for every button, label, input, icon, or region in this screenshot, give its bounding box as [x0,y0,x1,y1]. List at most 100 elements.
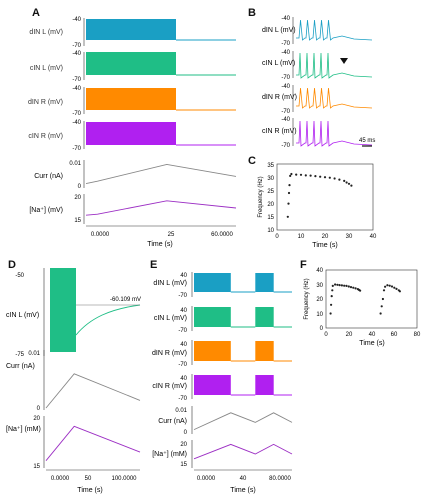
ytick-f: 30 [316,283,323,289]
burst-d [50,268,76,352]
scatter-point [329,312,332,315]
curr-line-e [193,412,293,431]
xtick-f: 80 [414,332,421,338]
scatter-point [349,286,353,289]
scatter-point [314,175,317,178]
tick-b-cinr-bot: -70 [281,143,290,149]
ytick-f: 40 [316,268,323,274]
trace-label-a-cinr: cIN R (mV) [28,133,63,140]
panel-letter-a: A [32,7,40,19]
xtick-c: 0 [275,234,279,240]
xtick-c: 20 [322,234,329,240]
tick-b-cinr-top: -40 [281,117,290,123]
scatter-point [343,284,346,287]
tick-e-na-bot: 15 [180,462,187,468]
trace-label-a-cinl: cIN L (mV) [30,65,63,72]
panel-f: 0 10 20 30 40 0 20 40 60 80 Time (s) Fre… [304,268,421,347]
xtick-a-0: 0.0000 [91,232,110,238]
xticks-f: 0 20 40 60 80 [324,332,421,338]
scatter-point [380,305,383,308]
burst-e-3-1 [255,375,274,395]
scatter-point [319,175,322,178]
spikes-b-cinr [296,120,373,147]
panel-letter-b: B [248,7,256,19]
tick-a-na-bot: 15 [74,218,81,224]
scatter-point [390,285,394,288]
scatter-point [287,202,290,205]
scatter-point [382,289,386,292]
trace-label-e-dinl: dIN L (mV) [153,280,187,287]
scatter-point [395,287,398,290]
xticks-c: 0 10 20 30 40 [275,234,377,240]
panel-letter-f: F [300,259,307,271]
scatter-point [379,312,382,315]
scatter-point [299,173,303,176]
xtick-e-1: 40 [240,476,247,482]
burst-a-cinr [86,122,176,145]
tick-e-dinl-bot: -70 [178,293,187,299]
burst-a-dinl [86,19,176,40]
scatter-point [304,174,307,177]
trace-label-e-dinr: dIN R (mV) [152,350,187,357]
e-bursts [194,273,292,396]
ylabel-c: Frequency (Hz) [258,176,264,217]
panel-c: 10 15 20 25 30 35 0 10 20 30 40 Time (s)… [258,163,377,249]
tick-a-dinl-top: -40 [72,17,81,23]
scatter-point [388,284,391,287]
xlabel-a: Time (s) [147,241,172,248]
tick-e-cinr-top: 40 [180,376,187,382]
tick-b-dinr-bot: -70 [281,109,290,115]
burst-e-0-0 [194,273,231,292]
tick-d-top: -50 [15,273,24,279]
tick-b-cinl-bot: -70 [281,75,290,81]
plot-frame-c [276,163,374,231]
ytick-f: 20 [316,297,323,303]
scatter-point [334,283,337,286]
burst-e-1-0 [194,307,231,327]
burst-e-0-1 [255,273,274,292]
threshold-annotation-d: -60.109 mV [110,297,141,303]
curr-label-e: Curr (nA) [158,418,187,425]
scatter-point [289,174,292,177]
scatter-point [336,283,339,286]
trace-label-b-cinl: cIN L (mV) [262,60,295,67]
ytick-c: 25 [267,189,274,195]
ylabel-f: Frequency (Hz) [304,278,310,319]
panel-letter-d: D [8,259,16,271]
trace-label-a-dinl: dIN L (mV) [29,29,63,36]
arrow-marker [340,58,348,64]
trace-label-d: cIN L (mV) [6,312,39,319]
burst-e-2-1 [255,341,274,361]
ytick-f: 0 [320,326,324,332]
tick-d-curr-bot: 0 [37,406,41,412]
trace-label-b-dinl: dIN L (mV) [262,27,296,34]
scatter-point [345,181,348,184]
ytick-c: 35 [267,163,274,169]
scatter-point [328,176,331,179]
tick-b-cinl-top: -40 [281,50,290,56]
scatter-point [287,191,291,195]
recovery-d [75,304,141,336]
trace-label-b-cinr: cIN R (mV) [262,128,297,135]
ytick-c: 10 [267,228,274,234]
spikes-b-dinr [296,87,373,109]
curr-line-a [85,163,237,185]
scatter-point [386,284,389,287]
ytick-c: 15 [267,215,274,221]
tick-a-dinl-bot: -70 [72,43,81,49]
tick-a-dinr-bot: -70 [72,111,81,117]
tick-e-na-top: 20 [180,442,187,448]
xtick-c: 10 [298,234,305,240]
scatter-point [323,176,327,179]
trace-label-e-cinr: cIN R (mV) [152,383,187,390]
scatter-point [393,286,396,289]
na-line-d [45,425,141,461]
yticks-c: 10 15 20 25 30 35 [267,163,274,234]
curr-label-d: Curr (nA) [6,363,35,370]
tick-e-curr-top: 0.01 [175,408,187,414]
tick-a-cinl-top: -40 [72,51,81,57]
tick-a-na-top: 20 [74,195,81,201]
burst-e-1-1 [255,307,274,327]
xtick-e-0: 0.0000 [197,476,216,482]
